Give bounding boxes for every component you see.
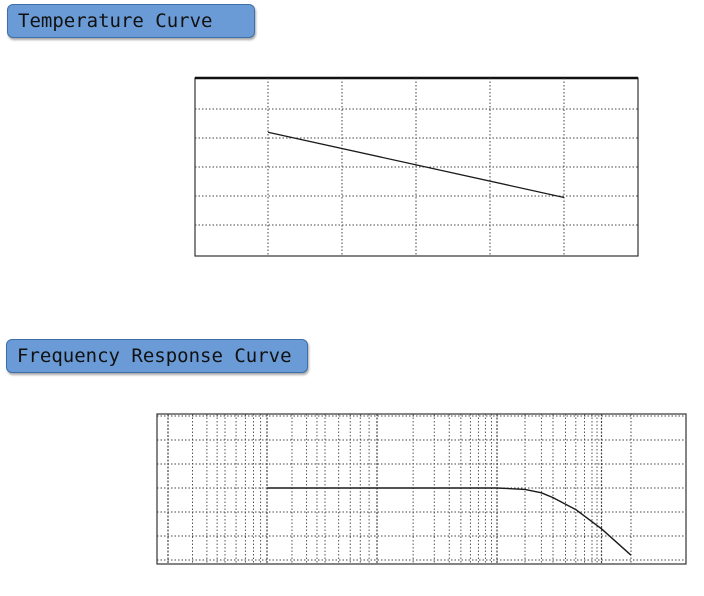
temp-series-line [267,131,565,199]
freq-series-line [267,487,632,556]
frequency-response-title: Frequency Response Curve [6,339,308,373]
freq-plot-frame [156,413,687,565]
temperature-curve-title: Temperature Curve [7,4,255,38]
